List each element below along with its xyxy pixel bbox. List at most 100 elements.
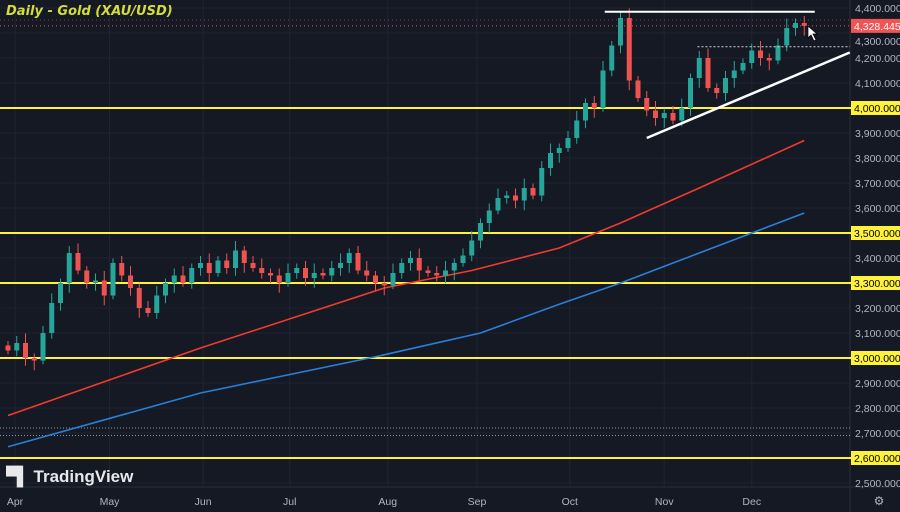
time-axis-label: May [100,496,121,508]
candle-body [653,110,658,118]
candle [548,143,553,176]
price-axis-label: 3,900.000 [855,128,900,140]
candle [119,256,125,282]
candle [723,71,728,101]
candle [626,8,632,91]
candle [740,58,746,75]
candle-body [276,275,282,283]
candle [206,253,212,283]
candle-body [390,273,396,286]
candle-body [163,283,168,296]
candle-body [399,263,405,273]
candle-body [661,113,667,118]
time-axis-label: Dec [742,496,761,508]
candle [215,256,221,277]
candle-body [416,258,422,271]
candle-body [180,275,186,283]
level-price-badge: 2,600.000 [851,451,900,465]
last-price-badge-bg [851,18,900,33]
candle [644,91,650,117]
candle-body [565,138,571,148]
price-axis-label: 2,800.000 [855,403,900,415]
candle [670,106,676,125]
candle [66,246,72,293]
candle [101,271,107,306]
price-axis-label: 4,300.000 [855,36,900,48]
price-axis-label: 4,200.000 [855,53,900,65]
candle-body [49,303,55,333]
level-price-badge: 3,300.000 [851,276,900,290]
candle [749,43,755,69]
candle-body [215,260,221,273]
candle [784,18,790,52]
candle [171,268,177,293]
candle [241,246,247,273]
tradingview-logo-icon: ▀▌ [6,466,29,486]
time-axis-label: Oct [562,496,578,508]
candle-body [705,58,711,88]
candle [600,61,606,112]
level-badge-label: 3,500.000 [854,228,900,240]
candle [268,268,273,284]
candle-body [443,270,448,276]
candle [539,161,545,202]
candle [58,278,63,311]
candle [364,261,370,282]
candle [259,258,265,279]
level-badge-bg [851,451,900,465]
candle [574,111,580,144]
candle-body [320,273,326,276]
candle [276,268,282,293]
candle-body [679,108,685,121]
level-badge-bg [851,351,900,365]
candle [180,266,186,287]
candle [618,11,623,54]
candle-body [626,18,632,81]
candle-body [355,253,361,271]
candle-body [451,263,457,271]
candle-body [5,345,11,351]
candle-body [84,270,90,283]
price-axis-label: 2,900.000 [855,378,900,390]
candle-body [189,268,195,283]
candle [93,273,98,291]
candle-body [731,70,737,78]
candle-body [338,263,343,268]
price-axis-label: 4,100.000 [855,78,900,90]
time-axis-label: Jul [283,496,296,508]
candle-body [259,268,265,273]
candle [521,178,527,211]
gear-icon[interactable]: ⚙ [873,494,885,508]
level-badge-label: 3,000.000 [854,353,900,365]
candle-body [425,270,431,273]
candle-body [801,23,807,26]
candle [556,143,562,163]
candle-body [145,308,151,313]
candle-body [696,58,702,78]
price-axis-label: 3,600.000 [855,203,900,215]
candle-body [408,258,413,263]
candle [84,266,90,289]
price-axis-label: 3,200.000 [855,303,900,315]
candle-body [58,283,63,303]
candle-body [101,280,107,296]
level-badge-label: 4,000.000 [854,103,900,115]
level-price-badge: 4,000.000 [851,101,900,115]
candle [425,266,431,277]
candle-body [460,255,466,263]
candle-body [241,250,247,263]
candle [486,203,492,233]
chart-title: Daily - Gold (XAU/USD) [6,4,173,19]
candle-body [364,270,370,276]
candle [416,248,422,281]
candle [329,261,335,282]
candle [775,38,781,65]
candle [285,263,291,287]
candle-body [688,78,693,108]
candle [390,263,396,290]
candle [801,16,807,36]
candle-body [14,343,20,351]
candle-body [513,195,518,201]
